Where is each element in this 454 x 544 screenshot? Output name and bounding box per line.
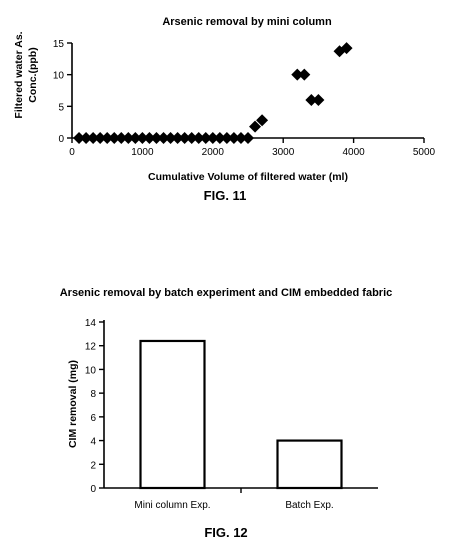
chart1-data-point: [164, 132, 177, 144]
chart1-data-point: [143, 132, 156, 144]
chart1-data-point: [234, 132, 247, 144]
chart1-data-point: [242, 132, 254, 144]
chart1-data-point: [80, 132, 93, 144]
chart1-xlabel: Cumulative Volume of filtered water (ml): [148, 171, 348, 183]
chart1-data-point: [256, 114, 269, 127]
bar-chart: Arsenic removal by batch experiment and …: [60, 287, 393, 540]
chart2-bar: [276, 439, 343, 490]
chart1-title: Arsenic removal by mini column: [162, 16, 332, 28]
chart1-y-tick-label: 15: [53, 39, 65, 50]
chart2-y-tick-label: 6: [90, 413, 96, 424]
chart1-data-point: [249, 120, 262, 133]
chart1-data-point: [129, 132, 142, 144]
chart1-data-point: [157, 132, 170, 144]
chart1-x-tick-label: 0: [69, 147, 75, 158]
chart1-data-point: [101, 132, 114, 144]
chart1-x-tick-label: 2000: [202, 147, 225, 158]
chart1-data-point: [150, 132, 163, 144]
chart1-x-tick-label: 3000: [272, 147, 295, 158]
chart2-title: Arsenic removal by batch experiment and …: [60, 287, 393, 299]
fig11-caption: FIG. 11: [204, 188, 247, 203]
chart1-x-tick-label: 5000: [413, 147, 436, 158]
chart2-y-tick-label: 12: [85, 342, 97, 353]
chart1-x-tick-label: 1000: [131, 147, 154, 158]
chart1-data-point: [136, 132, 149, 144]
chart2-y-tick-label: 8: [90, 389, 96, 400]
chart1-data-point: [115, 132, 128, 144]
chart2-y-tick-label: 14: [85, 318, 97, 329]
chart1-data-point: [291, 68, 304, 81]
chart1-data-point: [305, 94, 318, 106]
chart1-ylabel-line1: Filtered water As.: [13, 31, 25, 118]
chart1-data-point: [227, 132, 240, 144]
chart2-y-tick-label: 0: [90, 484, 96, 495]
chart2-bar: [139, 339, 206, 490]
chart1-ylabel-line2: Conc.(ppb): [27, 47, 39, 102]
chart2-y-tick-label: 10: [85, 365, 97, 376]
fig12-caption: FIG. 12: [204, 525, 247, 540]
chart1-data-point: [199, 132, 212, 144]
chart1-y-tick-label: 10: [53, 71, 65, 82]
chart1-data-point: [87, 132, 100, 144]
chart1-data-point: [312, 94, 325, 106]
chart1-y-tick-label: 0: [58, 134, 64, 145]
chart2-y-tick-label: 2: [90, 460, 96, 471]
chart2-x-tick-label: Mini column Exp.: [134, 500, 210, 511]
chart1-data-point: [185, 132, 198, 144]
chart1-data-point: [108, 132, 121, 144]
scatter-chart: Arsenic removal by mini column Filtered …: [13, 16, 436, 203]
chart1-data-point: [298, 68, 311, 81]
chart1-data-point: [213, 132, 226, 144]
chart1-data-point: [94, 132, 107, 144]
chart1-data-point: [171, 132, 184, 144]
chart1-data-point: [206, 132, 219, 144]
chart2-ylabel: CIM removal (mg): [67, 360, 79, 448]
chart1-y-tick-label: 5: [58, 102, 64, 113]
chart1-data-point: [340, 42, 353, 55]
chart2-x-tick-label: Batch Exp.: [285, 500, 333, 511]
chart1-x-tick-label: 4000: [342, 147, 365, 158]
chart2-y-tick-label: 4: [90, 437, 96, 448]
chart1-data-point: [192, 132, 205, 144]
chart1-data-point: [73, 132, 86, 144]
chart1-data-point: [178, 132, 191, 144]
chart1-data-point: [122, 132, 135, 144]
chart1-data-point: [220, 132, 233, 144]
